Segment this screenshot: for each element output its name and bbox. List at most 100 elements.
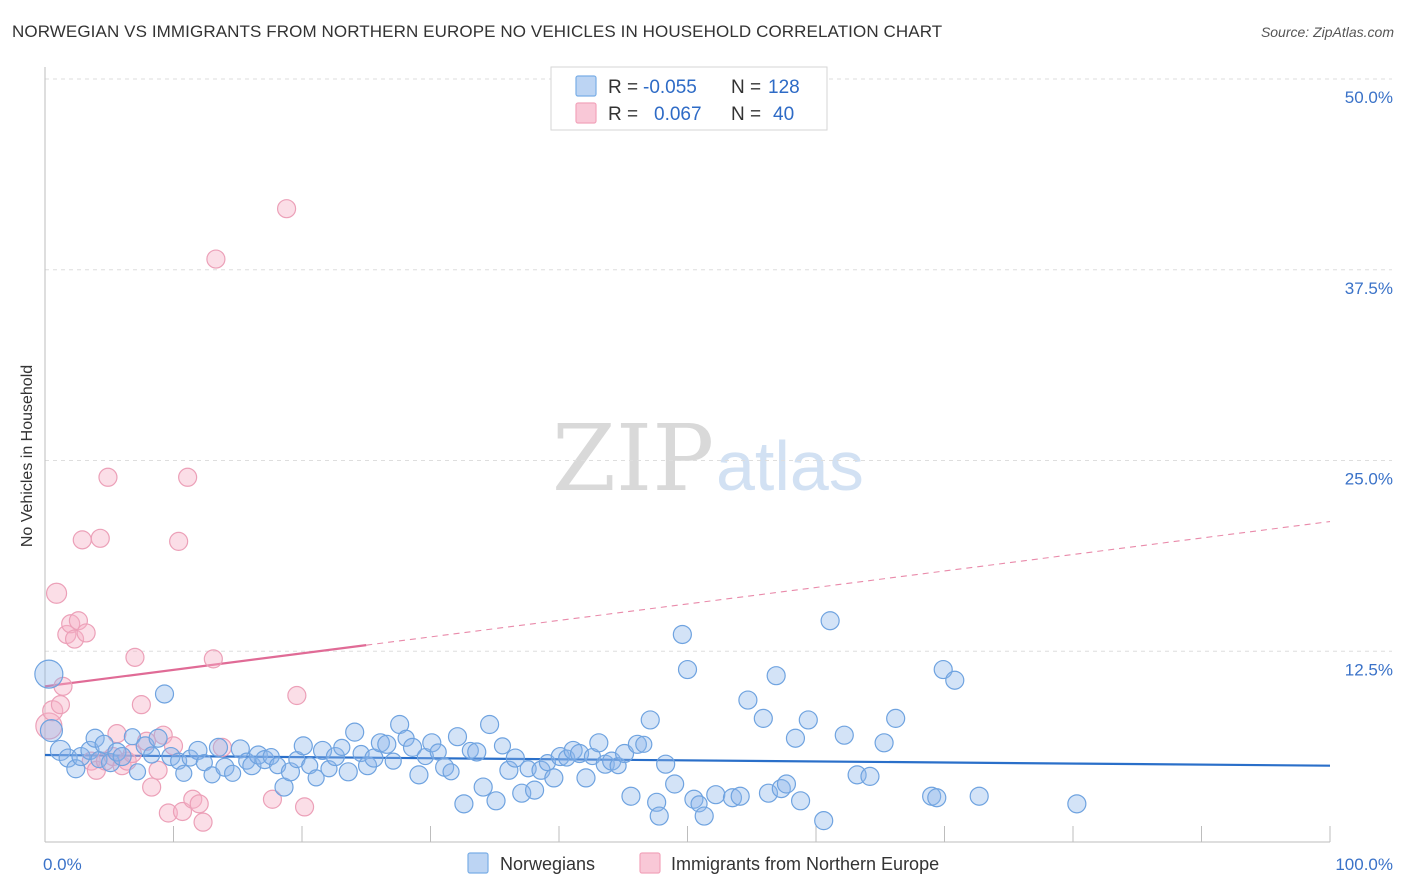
chart-title: NORWEGIAN VS IMMIGRANTS FROM NORTHERN EU… [12, 22, 943, 41]
watermark-zip: ZIP [552, 405, 714, 512]
norwegians-point [694, 806, 714, 826]
norwegians-point [1067, 794, 1087, 814]
legend-r-value-2: 0.067 [654, 104, 702, 125]
immigrants-point [169, 531, 189, 551]
immigrants-point [148, 760, 168, 780]
norwegians-point [338, 762, 358, 782]
norwegians-point [128, 763, 147, 781]
norwegians-point [665, 774, 685, 794]
norwegians-point [112, 746, 132, 767]
norwegians-point [738, 690, 758, 710]
norwegians-point [148, 728, 168, 748]
norwegians-point [480, 714, 500, 735]
norwegians-point [100, 753, 121, 773]
norwegians-point [758, 783, 779, 803]
trend-lines [44, 520, 1331, 767]
immigrants-point [98, 467, 118, 487]
norwegians-point [262, 747, 280, 766]
immigrants-point [131, 695, 151, 715]
norwegians-point [34, 659, 64, 689]
chart-source: Source: ZipAtlas.com [1260, 24, 1394, 40]
norwegians-point [776, 774, 797, 794]
gridlines [45, 78, 1392, 652]
y-tick-label: 12.5% [1345, 660, 1393, 679]
immigrants-point [178, 467, 198, 487]
immigrants-trend-line [44, 644, 367, 688]
immigrants-point [276, 199, 297, 219]
norwegians-point [684, 789, 704, 809]
bottom-legend-swatch-norwegians [467, 852, 489, 874]
immigrants-point [142, 777, 162, 797]
norwegians-point [766, 666, 786, 686]
y-tick-label: 50.0% [1345, 88, 1393, 107]
immigrants-point [50, 695, 71, 715]
norwegians-point [589, 733, 609, 753]
y-tick-label: 25.0% [1345, 470, 1393, 489]
norwegians-point [798, 710, 818, 730]
norwegians-point [672, 624, 692, 645]
norwegians-point [39, 719, 64, 743]
y-tick-labels: 12.5% 25.0% 37.5% 50.0% [1345, 88, 1393, 679]
norwegians-point [927, 788, 947, 808]
bottom-legend-immigrants: Immigrants from Northern Europe [671, 854, 939, 874]
norwegians-point [834, 725, 854, 745]
legend-swatch-immigrants [575, 102, 597, 124]
norwegians-point [422, 733, 442, 753]
immigrants-point [68, 611, 89, 631]
norwegians-point [224, 764, 242, 782]
norwegians-point [621, 786, 641, 806]
norwegians-point [785, 728, 806, 748]
norwegians-point [576, 768, 596, 788]
legend-r-label-2: R = [608, 104, 638, 125]
legend-r-label-1: R = [608, 77, 638, 98]
norwegians-point [790, 791, 811, 811]
legend-swatch-norwegians [575, 75, 597, 97]
norwegians-point [454, 794, 474, 814]
norwegians-point [208, 737, 229, 757]
immigrants-point [76, 623, 96, 643]
norwegians-point [195, 754, 213, 772]
norwegians-point [649, 806, 669, 826]
norwegians-point [677, 659, 698, 680]
series-immigrants-points [35, 199, 315, 832]
bottom-legend-swatch-immigrants [639, 852, 661, 874]
immigrants-point [262, 789, 283, 809]
norwegians-point [442, 763, 460, 781]
immigrants-trend-extension [366, 520, 1331, 646]
norwegians-point [143, 746, 161, 764]
norwegians-point [66, 759, 86, 779]
norwegians-point [447, 727, 468, 747]
legend-n-label-2: N = [731, 104, 761, 125]
legend-r-value-1: -0.055 [643, 77, 697, 98]
norwegians-point [722, 788, 743, 808]
immigrants-point [172, 801, 193, 822]
bottom-legend-norwegians: Norwegians [500, 854, 595, 874]
immigrants-point [203, 649, 223, 669]
norwegians-point [123, 728, 141, 746]
immigrants-point [294, 797, 315, 817]
norwegians-point [814, 811, 834, 831]
norwegians-point [820, 611, 840, 631]
immigrants-point [61, 614, 81, 634]
series-legend: Norwegians Immigrants from Northern Euro… [467, 852, 939, 874]
norwegians-point [505, 748, 525, 768]
norwegians-point [635, 735, 653, 753]
norwegians-point [293, 736, 313, 756]
legend-n-value-1: 128 [768, 77, 800, 98]
immigrants-point [287, 685, 307, 706]
norwegians-point [333, 738, 351, 756]
norwegians-point [49, 739, 72, 762]
norwegians-point [467, 742, 487, 762]
norwegians-point [886, 708, 906, 728]
norwegians-point [969, 786, 989, 806]
norwegians-point [945, 670, 965, 690]
norwegians-point [409, 765, 429, 785]
axes [44, 67, 1331, 843]
norwegians-point [175, 764, 193, 782]
norwegians-point [486, 791, 506, 811]
norwegians-point [860, 766, 880, 786]
watermark-atlas: atlas [716, 427, 864, 505]
immigrants-point [64, 629, 85, 649]
